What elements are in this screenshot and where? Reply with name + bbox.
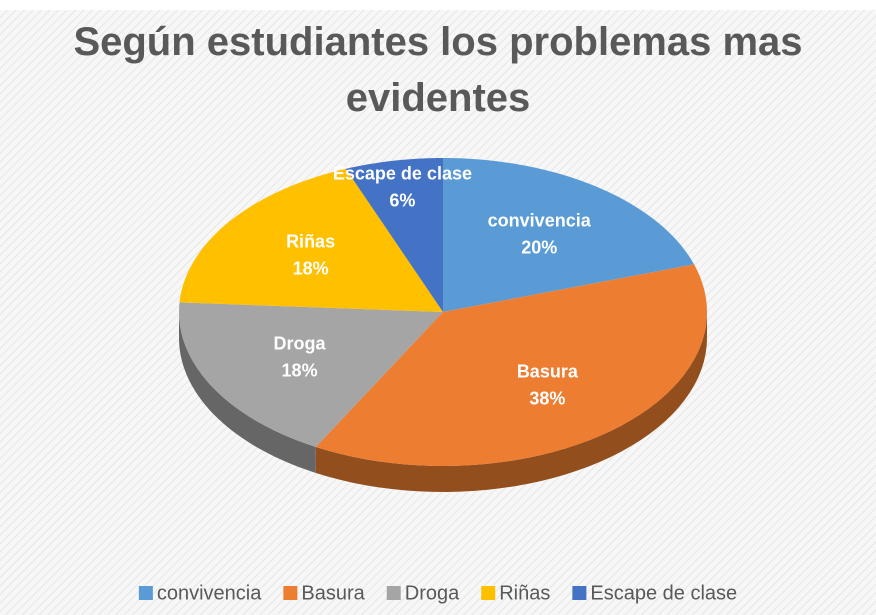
top-strip xyxy=(0,0,876,10)
slice xyxy=(315,264,707,466)
slice xyxy=(345,158,443,312)
data-label-name: Escape de clase xyxy=(333,164,472,184)
legend-label: convivencia xyxy=(157,582,262,604)
data-label-name: Basura xyxy=(517,361,579,381)
data-label-value: 18% xyxy=(293,259,329,279)
data-label-value: 6% xyxy=(389,191,415,211)
data-label-value: 20% xyxy=(521,238,557,258)
legend-swatch xyxy=(572,586,587,600)
legend-label: Basura xyxy=(301,582,365,604)
legend-label: Escape de clase xyxy=(590,582,737,604)
legend-swatch xyxy=(386,586,401,600)
legend-label: Riñas xyxy=(499,582,550,604)
legend-swatch xyxy=(481,586,496,600)
slice-side xyxy=(179,312,316,473)
data-label-value: 38% xyxy=(529,388,565,408)
data-label-name: Riñas xyxy=(286,232,335,252)
chart-title: Según estudiantes los problemas mas evid… xyxy=(73,20,803,120)
legend-swatch xyxy=(283,586,298,600)
legend-label: Droga xyxy=(405,582,460,604)
slice-side xyxy=(315,312,707,492)
data-label-name: Droga xyxy=(274,334,327,354)
data-label-name: convivencia xyxy=(488,211,592,231)
legend-swatch xyxy=(138,586,153,600)
data-label-value: 18% xyxy=(282,361,318,381)
slice xyxy=(443,158,695,312)
slice xyxy=(179,302,443,447)
legend: convivencia Basura Droga Riñas Escape de cla… xyxy=(138,582,737,604)
slice xyxy=(179,168,444,312)
